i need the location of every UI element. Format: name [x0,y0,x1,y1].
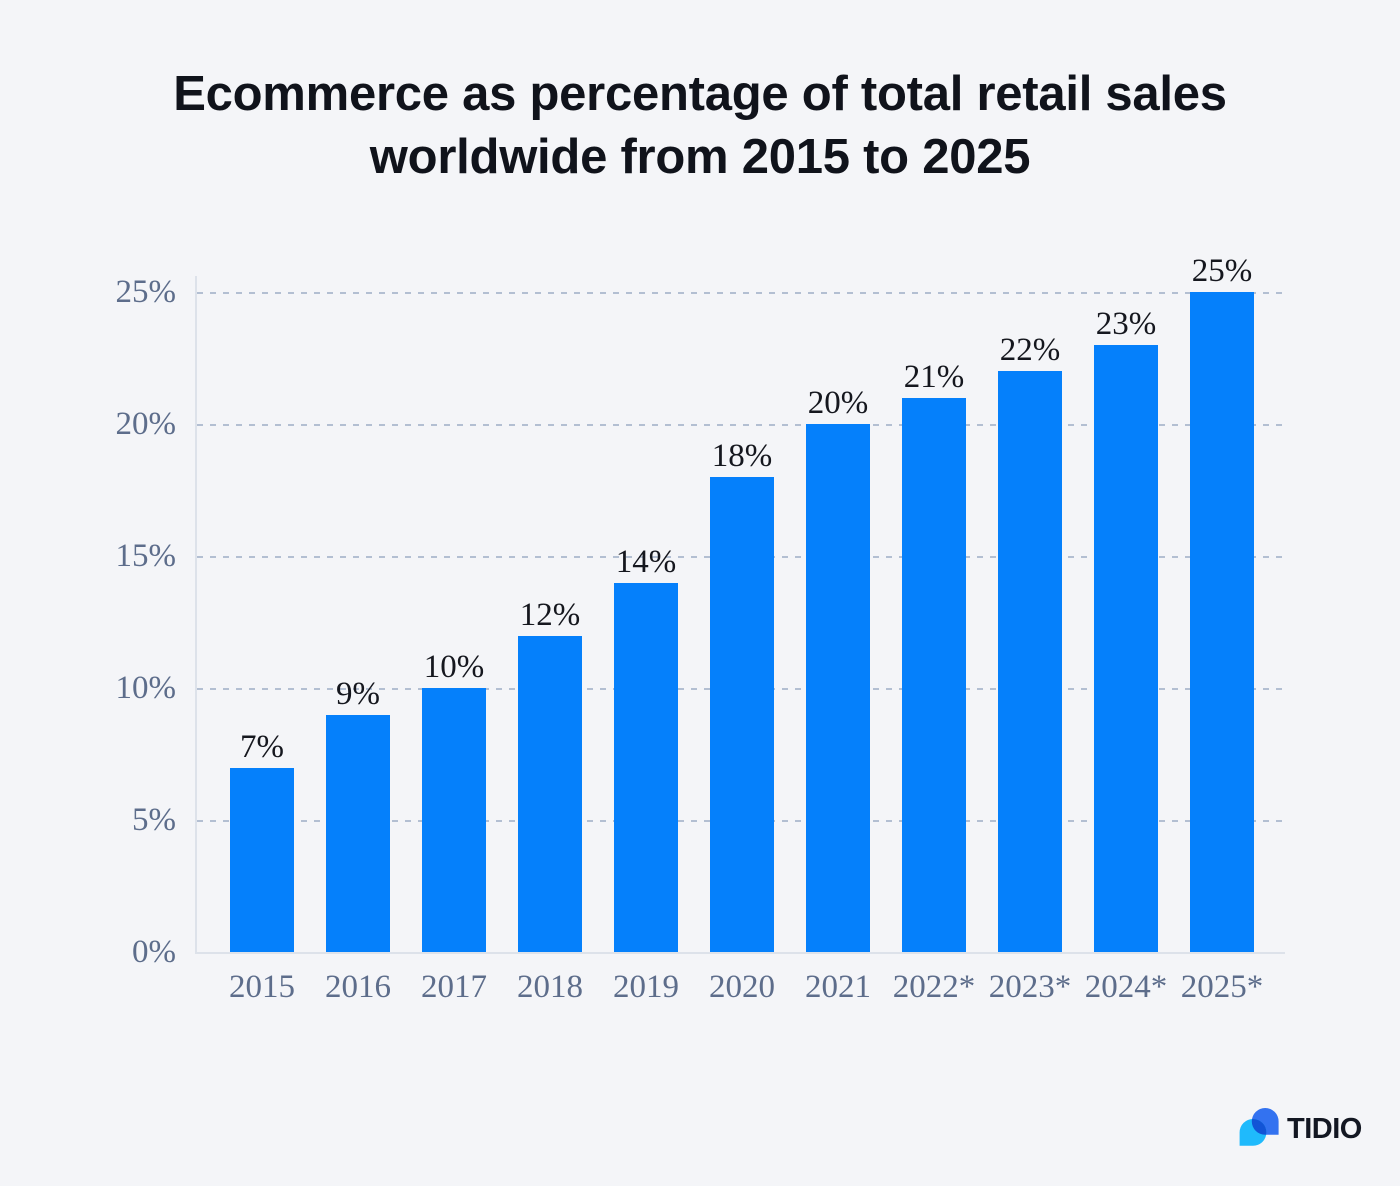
svg-text:TIDIO: TIDIO [1287,1113,1362,1145]
